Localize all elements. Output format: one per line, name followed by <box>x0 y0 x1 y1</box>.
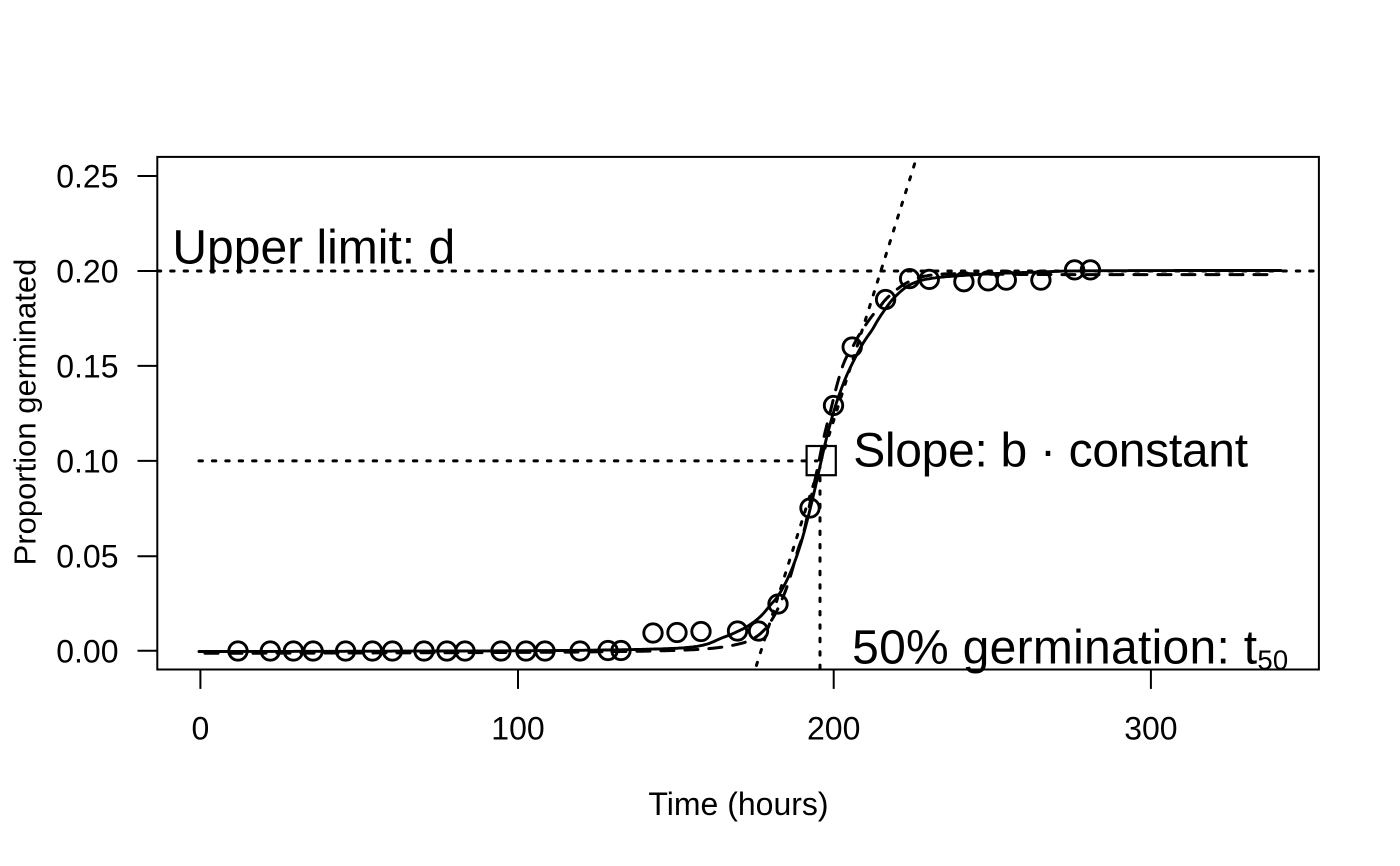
svg-text:0.10: 0.10 <box>56 443 118 479</box>
svg-text:0.25: 0.25 <box>56 159 118 195</box>
svg-text:Upper limit: d: Upper limit: d <box>172 222 455 275</box>
svg-text:Slope: b · constant: Slope: b · constant <box>853 425 1248 478</box>
svg-text:100: 100 <box>491 711 544 747</box>
svg-text:Time (hours): Time (hours) <box>648 786 828 822</box>
svg-text:200: 200 <box>807 711 860 747</box>
svg-text:0.20: 0.20 <box>56 254 118 290</box>
svg-text:Proportion germinated: Proportion germinated <box>8 259 43 566</box>
svg-text:0.00: 0.00 <box>56 633 118 669</box>
svg-text:0: 0 <box>192 711 210 747</box>
svg-text:0.15: 0.15 <box>56 348 118 384</box>
svg-text:50% germination: t50: 50% germination: t50 <box>852 622 1288 676</box>
svg-text:300: 300 <box>1124 711 1177 747</box>
svg-text:0.05: 0.05 <box>56 539 118 575</box>
